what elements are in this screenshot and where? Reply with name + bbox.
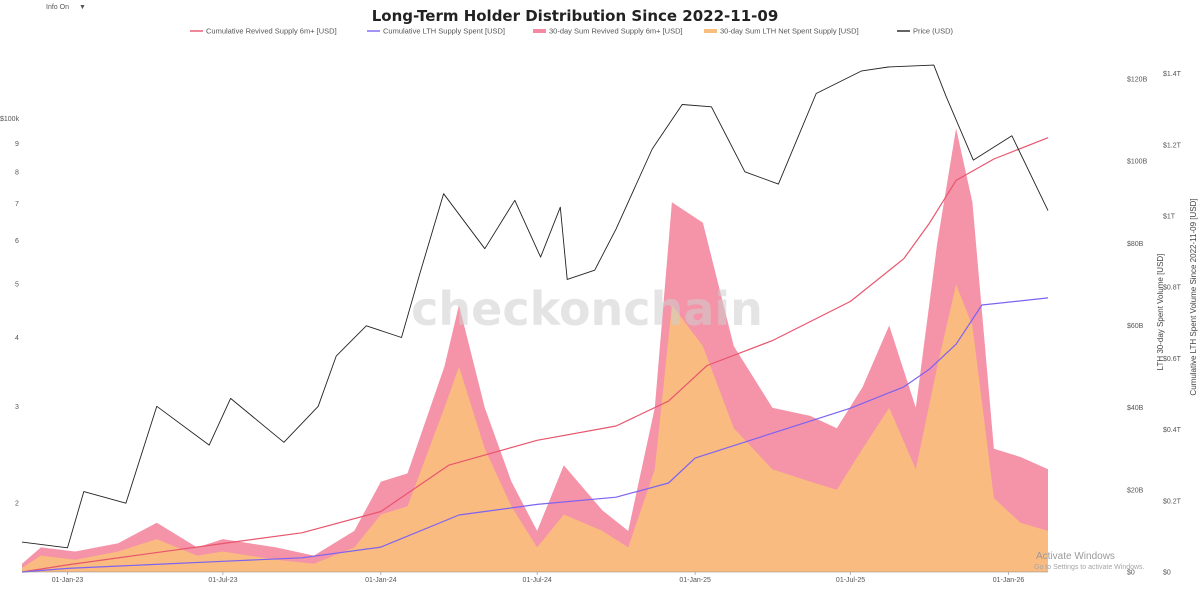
y-right2-tick-label-3: $0.6T — [1163, 356, 1182, 363]
y-right2-tick-label-7: $1.4T — [1163, 71, 1182, 78]
chevron-down-icon[interactable]: ▼ — [78, 4, 86, 11]
y-right2-axis-title: Cumulative LTH Spent Volume Since 2022-1… — [1189, 198, 1198, 395]
legend-label-1: Cumulative LTH Supply Spent [USD] — [383, 27, 505, 36]
y-right1-tick-label-0: $0 — [1127, 570, 1135, 577]
series-area-2 — [22, 128, 1048, 572]
legend-label-2: 30-day Sum Revived Supply 6m+ [USD] — [549, 27, 683, 36]
y-right2-tick-label-0: $0 — [1163, 570, 1171, 577]
y-right1-tick-label-5: $100B — [1127, 159, 1148, 166]
axes: 01-Jan-23 01-Jul-23 01-Jan-24 01-Jul-24 01-J… — [0, 71, 1198, 584]
y-right2-tick-label-4: $0.8T — [1163, 285, 1182, 292]
y-right1-tick-label-1: $20B — [1127, 487, 1144, 494]
series-area-3 — [22, 284, 1048, 572]
x-tick-label-3: 01-Jul-24 — [523, 577, 552, 584]
y-left-tick-label-3: 5 — [15, 282, 19, 289]
x-tick-label-6: 01-Jan-26 — [993, 577, 1025, 584]
y-right2-tick-label-6: $1.2T — [1163, 142, 1182, 149]
y-right2-tick-label-1: $0.2T — [1163, 498, 1182, 505]
y-left-tick-label-6: 8 — [15, 169, 19, 176]
y-right1-axis-title: LTH 30-day Spent Volume [USD] — [1156, 254, 1165, 371]
series-line-4 — [21, 64, 1049, 549]
watermark: checkonchain — [411, 282, 763, 336]
y-right1-tick-label-4: $80B — [1127, 241, 1144, 248]
y-right1-tick-label-2: $40B — [1127, 405, 1144, 412]
y-right2-tick-label-2: $0.4T — [1163, 427, 1182, 434]
legend-label-3: 30-day Sum LTH Net Spent Supply [USD] — [720, 27, 859, 36]
x-tick-label-0: 01-Jan-23 — [52, 577, 84, 584]
y-left-tick-label-4: 6 — [15, 238, 19, 245]
activate-windows-subtitle: Go to Settings to activate Windows. — [1034, 564, 1145, 571]
y-right1-tick-label-3: $60B — [1127, 323, 1144, 330]
y-right2-tick-label-5: $1T — [1163, 214, 1176, 221]
y-left-tick-label-1: 3 — [15, 404, 19, 411]
x-tick-label-5: 01-Jul-25 — [836, 577, 865, 584]
legend: Cumulative Revived Supply 6m+ [USD] Cumul… — [190, 27, 954, 36]
y-left-tick-label-5: 7 — [15, 201, 19, 208]
x-tick-label-4: 01-Jan-25 — [679, 577, 711, 584]
y-left-tick-label-7: 9 — [15, 141, 19, 148]
y-right1-tick-label-6: $120B — [1127, 77, 1148, 84]
chart-title: Long-Term Holder Distribution Since 2022… — [372, 7, 779, 25]
series-line-0 — [21, 137, 1049, 573]
toolbar: Info On ▼ — [46, 4, 86, 11]
plot-area — [21, 64, 1049, 573]
y-left-tick-label-8: $100k — [0, 116, 20, 123]
info-toggle[interactable]: Info On — [46, 4, 69, 11]
x-tick-label-1: 01-Jul-23 — [208, 577, 237, 584]
y-left-tick-label-0: 2 — [15, 501, 19, 508]
legend-label-0: Cumulative Revived Supply 6m+ [USD] — [206, 27, 337, 36]
activate-windows-title: Activate Windows — [1036, 551, 1115, 562]
legend-label-4: Price (USD) — [913, 27, 954, 36]
series-line-1 — [21, 297, 1049, 573]
x-tick-label-2: 01-Jan-24 — [365, 577, 397, 584]
y-left-tick-label-2: 4 — [15, 335, 19, 342]
